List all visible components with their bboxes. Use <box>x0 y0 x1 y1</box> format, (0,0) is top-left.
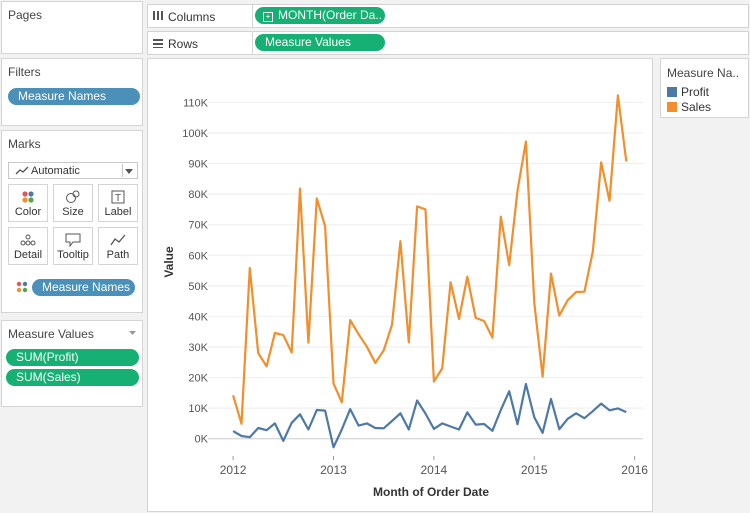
rows-pill-measure-values[interactable]: Measure Values <box>255 34 385 51</box>
legend-title: Measure Na.. <box>667 66 740 80</box>
rows-shelf[interactable]: Rows Measure Values <box>147 31 749 55</box>
measure-pill-profit[interactable]: SUM(Profit) <box>6 349 139 366</box>
y-tick-label: 60K <box>188 250 208 262</box>
label-tile-label: Label <box>104 206 132 218</box>
y-tick-label: 100K <box>182 128 208 140</box>
chart-view: 0K 10K 20K 30K 40K 50K 60K 70K 80K 90K 100K 110K 20… <box>147 58 653 512</box>
filter-pill-measure-names[interactable]: Measure Names <box>8 88 140 105</box>
x-axis-title: Month of Order Date <box>373 485 489 499</box>
y-tick-label: 20K <box>188 373 208 385</box>
color-pill-measure-names[interactable]: Measure Names <box>32 279 135 296</box>
mark-type-divider <box>122 164 123 177</box>
path-tile[interactable]: Path <box>98 227 138 265</box>
marks-card: Marks Automatic Color Size T Label Detai… <box>1 130 143 313</box>
pages-card[interactable]: Pages <box>1 1 143 54</box>
path-icon <box>110 234 126 246</box>
color-dots-icon <box>22 191 34 203</box>
svg-text:T: T <box>115 193 121 204</box>
marks-title: Marks <box>8 137 41 151</box>
size-tile[interactable]: Size <box>53 184 93 222</box>
color-dots-icon <box>16 281 28 293</box>
columns-pill-label: MONTH(Order Da.. <box>278 8 383 22</box>
mark-type-dropdown[interactable]: Automatic <box>8 162 138 179</box>
legend-card: Measure Na.. Profit Sales <box>660 58 749 118</box>
shelf-divider <box>252 32 253 54</box>
y-tick-label: 50K <box>188 281 208 293</box>
columns-shelf[interactable]: Columns + MONTH(Order Da.. <box>147 4 749 28</box>
detail-icon <box>20 234 36 246</box>
rows-icon <box>153 39 163 48</box>
pages-title: Pages <box>8 8 43 22</box>
chevron-down-icon[interactable] <box>129 331 136 335</box>
detail-tile-label: Detail <box>13 249 43 261</box>
measure-values-card: Measure Values SUM(Profit) SUM(Sales) <box>1 320 143 407</box>
measure-values-title: Measure Values <box>8 327 94 341</box>
legend-label-profit: Profit <box>681 85 710 99</box>
y-axis-title: Value <box>162 246 176 278</box>
color-tile[interactable]: Color <box>8 184 48 222</box>
label-tile[interactable]: T Label <box>98 184 138 222</box>
y-tick-label: 110K <box>183 97 209 109</box>
rows-label: Rows <box>168 37 199 51</box>
legend-label-sales: Sales <box>681 100 712 114</box>
columns-label: Columns <box>168 10 216 24</box>
columns-pill-month-order-date[interactable]: + MONTH(Order Da.. <box>255 7 385 24</box>
y-tick-label: 40K <box>188 311 208 323</box>
tooltip-tile[interactable]: Tooltip <box>53 227 93 265</box>
line-chart: 0K 10K 20K 30K 40K 50K 60K 70K 80K 90K 100K 110K 20… <box>162 94 648 499</box>
y-tick-label: 70K <box>188 220 208 232</box>
filters-title: Filters <box>8 65 41 79</box>
mark-type-value: Automatic <box>31 165 80 177</box>
size-tile-label: Size <box>62 206 84 218</box>
y-tick-label: 80K <box>188 189 208 201</box>
x-tick-label: 2014 <box>421 463 448 477</box>
expand-plus-icon: + <box>263 12 273 22</box>
measure-pill-sales[interactable]: SUM(Sales) <box>6 369 139 386</box>
color-tile-label: Color <box>14 206 42 218</box>
detail-tile[interactable]: Detail <box>8 227 48 265</box>
x-tick-label: 2015 <box>521 463 548 477</box>
x-tick-label: 2012 <box>220 463 247 477</box>
tooltip-icon <box>65 233 81 247</box>
shelf-divider <box>252 5 253 27</box>
line-mark-icon <box>15 166 29 175</box>
y-tick-label: 0K <box>195 434 209 446</box>
size-icon <box>66 190 80 203</box>
chevron-down-icon[interactable] <box>125 169 133 174</box>
x-tick-label: 2016 <box>621 463 648 477</box>
path-tile-label: Path <box>106 249 130 261</box>
y-tick-label: 10K <box>188 403 208 415</box>
y-tick-label: 90K <box>188 159 208 171</box>
y-tick-label: 30K <box>188 342 208 354</box>
label-icon: T <box>111 190 125 204</box>
legend-swatch-sales <box>667 102 677 112</box>
filters-card[interactable]: Filters Measure Names <box>1 58 143 126</box>
tooltip-tile-label: Tooltip <box>57 249 89 261</box>
series-line-sales[interactable] <box>232 94 628 425</box>
series-line-profit[interactable] <box>232 382 627 449</box>
columns-icon <box>153 11 163 20</box>
legend-swatch-profit <box>667 87 677 97</box>
x-tick-label: 2013 <box>320 463 347 477</box>
